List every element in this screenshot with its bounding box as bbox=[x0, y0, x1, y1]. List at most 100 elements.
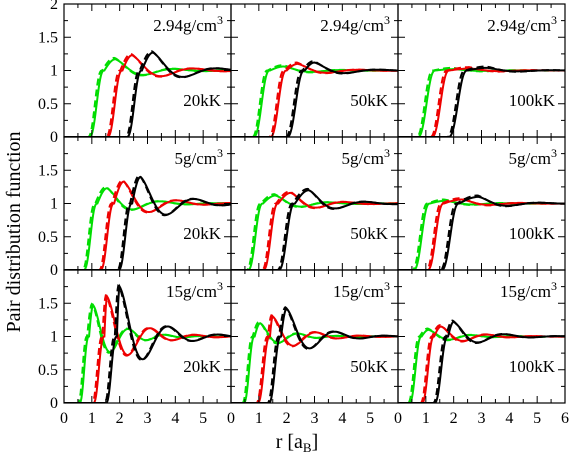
temperature-label: 100kK bbox=[509, 224, 556, 243]
black-dashed-curve bbox=[64, 50, 231, 137]
red-dashed-curve bbox=[231, 314, 398, 403]
panel-row2-col3: 5g/cm3 100kK bbox=[397, 136, 566, 271]
black-solid-curve bbox=[231, 307, 398, 403]
x-tick-label: 3 bbox=[311, 410, 319, 427]
panel-row1-col2: 2.94g/cm3 50kK bbox=[230, 3, 399, 138]
y-tick-label: 1 bbox=[50, 196, 58, 213]
temperature-label: 50kK bbox=[350, 91, 389, 110]
panel-ticks bbox=[230, 136, 399, 271]
y-tick-label: 1 bbox=[50, 329, 58, 346]
black-solid-curve bbox=[64, 283, 231, 403]
y-tick-label: 1.5 bbox=[38, 295, 58, 312]
y-tick-label: 0.5 bbox=[38, 362, 58, 379]
y-tick-label: 1.5 bbox=[38, 29, 58, 46]
y-tick-label: 1 bbox=[50, 63, 58, 80]
black-solid-curve bbox=[398, 195, 565, 270]
density-label: 15g/cm3 bbox=[500, 279, 557, 301]
x-axis-title: r [aB] bbox=[276, 431, 319, 455]
x-tick-label: 5 bbox=[199, 410, 207, 427]
density-label: 15g/cm3 bbox=[166, 279, 223, 301]
curves bbox=[231, 187, 398, 270]
curves bbox=[398, 65, 565, 137]
x-tick-label: 4 bbox=[171, 410, 179, 427]
panel-row1-col3: 2.94g/cm3 100kK bbox=[397, 3, 566, 138]
density-label: 15g/cm3 bbox=[333, 279, 390, 301]
red-dashed-curve bbox=[64, 179, 231, 270]
black-solid-curve bbox=[64, 51, 231, 137]
black-dashed-curve bbox=[231, 306, 398, 403]
panel-ticks bbox=[397, 136, 566, 271]
density-label: 2.94g/cm3 bbox=[153, 13, 223, 35]
x-tick-label: 5 bbox=[366, 410, 374, 427]
panel-row3-col3: 15g/cm3 100kK bbox=[397, 269, 566, 404]
temperature-label: 20kK bbox=[183, 224, 222, 243]
x-tick-label: 0 bbox=[394, 410, 402, 427]
panel-ticks bbox=[230, 269, 399, 404]
x-tick-label: 3 bbox=[478, 410, 486, 427]
x-tick-label: 1 bbox=[255, 410, 263, 427]
x-tick-label: 4 bbox=[505, 410, 513, 427]
black-dashed-curve bbox=[64, 174, 231, 270]
panel-ticks bbox=[397, 269, 566, 404]
x-tick-label: 6 bbox=[561, 410, 569, 427]
curves bbox=[64, 283, 231, 403]
temperature-label: 20kK bbox=[183, 91, 222, 110]
density-label: 5g/cm3 bbox=[175, 146, 224, 168]
black-dashed-curve bbox=[231, 187, 398, 270]
temperature-label: 50kK bbox=[350, 224, 389, 243]
black-dashed-curve bbox=[231, 60, 398, 137]
red-dashed-curve bbox=[231, 190, 398, 270]
panel-row2-col1: 5g/cm3 20kK bbox=[63, 136, 232, 271]
panel-row3-col2: 15g/cm3 50kK bbox=[230, 269, 399, 404]
y-axis-title: Pair distribution function bbox=[3, 131, 25, 332]
panel-row3-col1: 15g/cm3 20kK bbox=[63, 269, 232, 404]
temperature-label: 20kK bbox=[183, 357, 222, 376]
red-dashed-curve bbox=[64, 52, 231, 137]
y-tick-label: 0 bbox=[50, 262, 58, 279]
black-dashed-curve bbox=[64, 284, 231, 403]
panel-ticks bbox=[63, 3, 232, 138]
panel-row2-col2: 5g/cm3 50kK bbox=[230, 136, 399, 271]
temperature-label: 100kK bbox=[509, 357, 556, 376]
x-tick-label: 1 bbox=[422, 410, 430, 427]
density-label: 5g/cm3 bbox=[342, 146, 391, 168]
y-tick-label: 2 bbox=[50, 0, 58, 13]
x-tick-label: 5 bbox=[533, 410, 541, 427]
black-dashed-curve bbox=[398, 319, 565, 403]
y-tick-label: 0.5 bbox=[38, 229, 58, 246]
x-tick-label: 0 bbox=[60, 410, 68, 427]
green-dashed-curve bbox=[64, 56, 231, 137]
y-tick-label: 0 bbox=[50, 129, 58, 146]
y-tick-label: 1.5 bbox=[38, 162, 58, 179]
panel-grid: 2.94g/cm3 20kK 2.94g/cm3 50kK 2.94g/cm3 100kK… bbox=[63, 3, 566, 404]
green-dashed-curve bbox=[231, 64, 398, 137]
green-dashed-curve bbox=[64, 185, 231, 270]
x-tick-label: 2 bbox=[450, 410, 458, 427]
panel-ticks bbox=[397, 3, 566, 138]
y-tick-label: 0.5 bbox=[38, 96, 58, 113]
curves bbox=[231, 306, 398, 403]
green-dashed-curve bbox=[398, 198, 565, 270]
temperature-label: 50kK bbox=[350, 357, 389, 376]
curves bbox=[398, 194, 565, 270]
curves bbox=[64, 174, 231, 270]
density-label: 5g/cm3 bbox=[509, 146, 558, 168]
x-tick-label: 3 bbox=[144, 410, 152, 427]
x-tick-label: 1 bbox=[88, 410, 96, 427]
panel-row1-col1: 2.94g/cm3 20kK bbox=[63, 3, 232, 138]
red-dashed-curve bbox=[64, 294, 231, 403]
curves bbox=[398, 319, 565, 403]
y-tick-label: 0 bbox=[50, 395, 58, 412]
density-label: 2.94g/cm3 bbox=[320, 13, 390, 35]
x-tick-label: 4 bbox=[338, 410, 346, 427]
x-tick-label: 0 bbox=[227, 410, 235, 427]
curves bbox=[231, 60, 398, 137]
density-label: 2.94g/cm3 bbox=[487, 13, 557, 35]
panel-ticks bbox=[63, 269, 232, 404]
x-tick-label: 2 bbox=[116, 410, 124, 427]
black-dashed-curve bbox=[398, 65, 565, 137]
panel-ticks bbox=[230, 3, 399, 138]
temperature-label: 100kK bbox=[509, 91, 556, 110]
